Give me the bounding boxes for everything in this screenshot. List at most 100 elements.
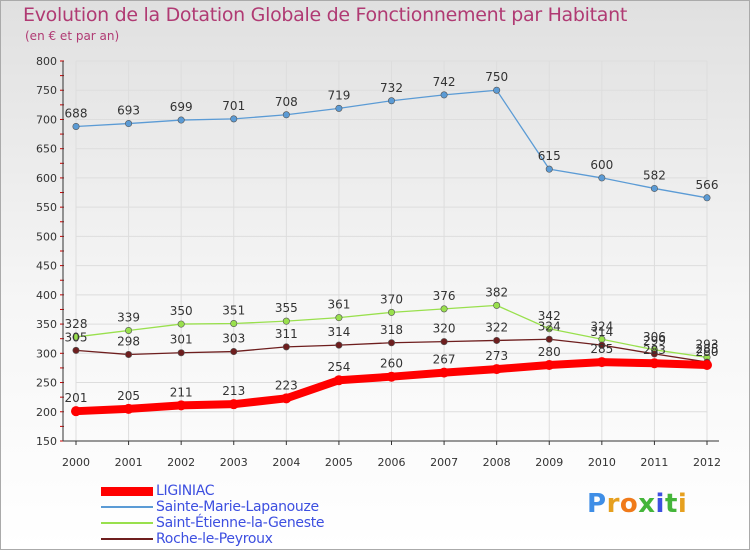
y-tick-label: 800 bbox=[36, 55, 57, 68]
logo-letter: t bbox=[664, 489, 678, 519]
data-point-liginiac bbox=[702, 360, 712, 370]
data-point-saint-etienne-la-geneste bbox=[387, 308, 395, 316]
data-label-liginiac: 283 bbox=[643, 343, 666, 357]
data-point-sainte-marie-lapanouze bbox=[545, 165, 553, 173]
data-point-sainte-marie-lapanouze bbox=[387, 97, 395, 105]
data-point-roche-le-peyroux bbox=[545, 335, 553, 343]
data-label-sainte-marie-lapanouze: 693 bbox=[117, 104, 140, 118]
y-tick-label: 650 bbox=[36, 143, 57, 156]
y-tick-label: 750 bbox=[36, 84, 57, 97]
proxiti-logo: Proxiti bbox=[587, 489, 687, 519]
logo-letter: x bbox=[638, 489, 656, 519]
data-label-roche-le-peyroux: 298 bbox=[117, 334, 140, 348]
data-label-sainte-marie-lapanouze: 615 bbox=[538, 149, 561, 163]
data-label-roche-le-peyroux: 324 bbox=[538, 319, 561, 333]
y-tick-label: 400 bbox=[36, 289, 57, 302]
y-tick-label: 300 bbox=[36, 347, 57, 360]
x-tick-label: 2003 bbox=[220, 456, 248, 469]
legend-item-saint-etienne-la-geneste: Saint-Étienne-la-Geneste bbox=[101, 515, 325, 531]
data-point-sainte-marie-lapanouze bbox=[598, 174, 606, 182]
data-point-saint-etienne-la-geneste bbox=[125, 327, 133, 335]
data-label-saint-etienne-la-geneste: 382 bbox=[485, 285, 508, 299]
logo-letter: i bbox=[655, 489, 665, 519]
data-label-saint-etienne-la-geneste: 293 bbox=[696, 337, 719, 351]
data-label-sainte-marie-lapanouze: 708 bbox=[275, 95, 298, 109]
y-tick-label: 600 bbox=[36, 172, 57, 185]
x-tick-label: 2004 bbox=[272, 456, 300, 469]
data-label-roche-le-peyroux: 314 bbox=[590, 325, 613, 339]
legend-label-sainte-marie-lapanouze: Sainte-Marie-Lapanouze bbox=[156, 499, 319, 515]
data-label-liginiac: 223 bbox=[275, 378, 298, 392]
data-point-liginiac bbox=[491, 364, 502, 375]
data-point-saint-etienne-la-geneste bbox=[72, 333, 80, 341]
data-label-liginiac: 205 bbox=[117, 389, 140, 403]
data-point-liginiac bbox=[596, 357, 607, 368]
y-tick-label: 450 bbox=[36, 260, 57, 273]
y-tick-label: 250 bbox=[36, 377, 57, 390]
data-point-sainte-marie-lapanouze bbox=[703, 194, 711, 202]
chart-title: Evolution de la Dotation Globale de Fonc… bbox=[23, 4, 628, 26]
data-label-sainte-marie-lapanouze: 688 bbox=[65, 106, 88, 120]
y-tick-label: 200 bbox=[36, 406, 57, 419]
data-point-liginiac bbox=[71, 406, 81, 417]
data-label-roche-le-peyroux: 305 bbox=[65, 330, 88, 344]
data-label-saint-etienne-la-geneste: 328 bbox=[65, 317, 88, 331]
data-point-liginiac bbox=[649, 358, 660, 369]
data-label-roche-le-peyroux: 320 bbox=[433, 322, 456, 336]
data-point-saint-etienne-la-geneste bbox=[335, 314, 343, 322]
y-tick-label: 150 bbox=[36, 435, 57, 448]
data-label-roche-le-peyroux: 301 bbox=[170, 333, 193, 347]
data-point-roche-le-peyroux bbox=[125, 350, 133, 358]
data-label-roche-le-peyroux: 303 bbox=[222, 332, 245, 346]
logo-letter: r bbox=[606, 489, 620, 519]
data-point-liginiac bbox=[228, 399, 239, 410]
data-point-sainte-marie-lapanouze bbox=[493, 86, 501, 94]
data-label-saint-etienne-la-geneste: 339 bbox=[117, 311, 140, 325]
data-point-roche-le-peyroux bbox=[650, 350, 658, 358]
legend-swatch-saint-etienne-la-geneste bbox=[101, 522, 153, 524]
data-label-saint-etienne-la-geneste: 370 bbox=[380, 292, 403, 306]
x-tick-label: 2005 bbox=[325, 456, 353, 469]
x-tick-label: 2012 bbox=[693, 456, 721, 469]
data-label-sainte-marie-lapanouze: 750 bbox=[485, 70, 508, 84]
legend-item-liginiac: LIGINIAC bbox=[101, 484, 324, 498]
data-label-sainte-marie-lapanouze: 732 bbox=[380, 81, 403, 95]
x-tick-label: 2007 bbox=[430, 456, 458, 469]
x-tick-label: 2010 bbox=[588, 456, 616, 469]
x-tick-label: 2009 bbox=[535, 456, 563, 469]
data-label-sainte-marie-lapanouze: 701 bbox=[222, 99, 245, 113]
data-point-liginiac bbox=[333, 375, 344, 386]
legend-swatch-roche-le-peyroux bbox=[101, 538, 153, 540]
data-point-sainte-marie-lapanouze bbox=[230, 115, 238, 123]
data-label-roche-le-peyroux: 322 bbox=[485, 320, 508, 334]
data-label-liginiac: 280 bbox=[538, 345, 561, 359]
data-point-liginiac bbox=[544, 360, 555, 370]
legend-label-liginiac: LIGINIAC bbox=[156, 483, 215, 499]
legend-label-saint-etienne-la-geneste: Saint-Étienne-la-Geneste bbox=[156, 515, 325, 531]
data-label-saint-etienne-la-geneste: 355 bbox=[275, 301, 298, 315]
data-label-liginiac: 273 bbox=[485, 349, 508, 363]
x-tick-label: 2002 bbox=[167, 456, 195, 469]
legend-swatch-sainte-marie-lapanouze bbox=[101, 506, 153, 508]
data-point-roche-le-peyroux bbox=[177, 349, 185, 357]
data-point-sainte-marie-lapanouze bbox=[335, 104, 343, 112]
data-label-liginiac: 211 bbox=[170, 385, 193, 399]
legend-label-roche-le-peyroux: Roche-le-Peyroux bbox=[156, 531, 273, 547]
data-label-roche-le-peyroux: 299 bbox=[643, 334, 666, 348]
legend-item-roche-le-peyroux: Roche-le-Peyroux bbox=[101, 532, 324, 546]
data-label-saint-etienne-la-geneste: 361 bbox=[327, 298, 350, 312]
data-label-roche-le-peyroux: 311 bbox=[275, 327, 298, 341]
y-tick-label: 700 bbox=[36, 113, 57, 126]
data-label-sainte-marie-lapanouze: 582 bbox=[643, 168, 666, 182]
data-label-sainte-marie-lapanouze: 742 bbox=[433, 75, 456, 89]
data-point-roche-le-peyroux bbox=[230, 348, 238, 356]
data-point-saint-etienne-la-geneste bbox=[230, 319, 238, 327]
data-point-roche-le-peyroux bbox=[335, 341, 343, 349]
data-label-saint-etienne-la-geneste: 350 bbox=[170, 304, 193, 318]
data-label-sainte-marie-lapanouze: 566 bbox=[696, 178, 719, 192]
data-label-roche-le-peyroux: 314 bbox=[327, 325, 350, 339]
legend-item-sainte-marie-lapanouze: Sainte-Marie-Lapanouze bbox=[101, 500, 324, 514]
data-point-sainte-marie-lapanouze bbox=[177, 116, 185, 124]
y-tick-label: 550 bbox=[36, 201, 57, 214]
data-label-saint-etienne-la-geneste: 376 bbox=[433, 289, 456, 303]
